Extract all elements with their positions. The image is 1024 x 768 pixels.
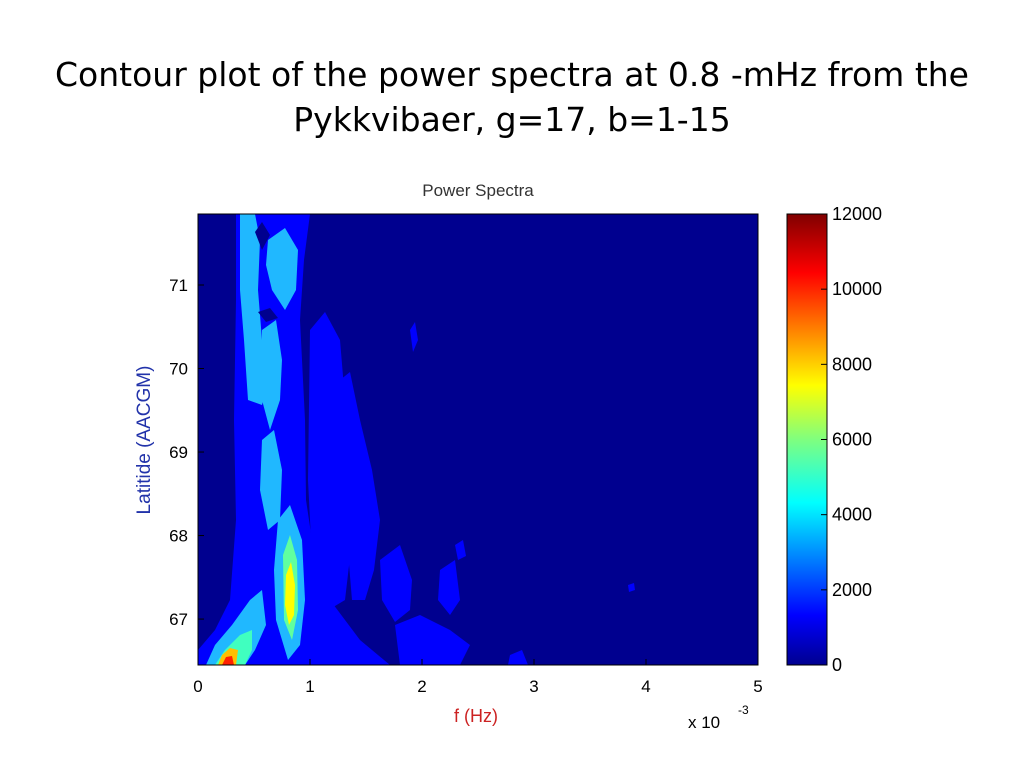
x-tick-label: 5 [753,677,762,696]
contour-low-dark-spot-a [255,222,270,250]
x-tick-label: 3 [529,677,538,696]
colorbar-tick-label: 2000 [832,580,872,600]
colorbar-tick-label: 0 [832,655,842,675]
colorbar-tick-label: 6000 [832,430,872,450]
chart-title: Power Spectra [422,181,534,200]
colorbar-tick-label: 12000 [832,204,882,224]
contour-level-3-upper-right [266,228,298,310]
contour-level-3-left-column [260,430,282,530]
contour-level-1-patch-e [455,540,466,560]
colorbar-tick-label: 8000 [832,354,872,374]
y-axis-label: Latitide (AACGM) [134,366,155,515]
slide-title-line-1: Contour plot of the power spectra at 0.8… [55,55,969,94]
y-tick-label: 70 [169,360,188,379]
contour-level-1-patch-g [410,322,418,352]
x-axis-multiplier-exponent: -3 [738,703,749,717]
plot-frame [197,213,759,666]
x-axis-multiplier: x 10 [688,713,720,732]
contour-level-1-patch-d [438,560,460,615]
x-tick-label: 0 [193,677,202,696]
x-tick-label: 1 [305,677,314,696]
y-tick-label: 69 [169,443,188,462]
contour-level-5-column-peak [285,562,295,625]
y-tick-label: 67 [169,610,188,629]
x-axis-label: f (Hz) [454,706,498,726]
y-axis: 67 68 69 70 71 [169,276,204,629]
contour-regions [198,214,635,665]
x-tick-label: 4 [641,677,650,696]
contour-level-3-upper-left [240,214,268,405]
contour-level-1-patch-f [508,650,528,665]
colorbar-tick-label: 10000 [832,279,882,299]
colorbar-ticks: 0 2000 4000 6000 8000 10000 12000 [821,204,882,675]
contour-level-1-patch-a [340,372,380,600]
contour-level-6-corner-peak [222,656,234,665]
colorbar [786,213,828,666]
x-tick-label: 2 [417,677,426,696]
slide-title-line-2: Pykkvibaer, g=17, b=1-15 [293,100,731,139]
y-tick-label: 68 [169,527,188,546]
contour-level-1-patch-c [395,615,470,665]
colorbar-tick-label: 4000 [832,505,872,525]
contour-level-1-patch-h [628,583,635,592]
contour-low-dark-spot-b [258,308,278,322]
x-axis: 0 1 2 3 4 5 [193,659,763,696]
contour-level-1-patch-b [380,545,412,622]
slide-title: Contour plot of the power spectra at 0.8… [40,52,984,142]
y-tick-label: 71 [169,276,188,295]
contour-level-3-mid [262,320,282,430]
